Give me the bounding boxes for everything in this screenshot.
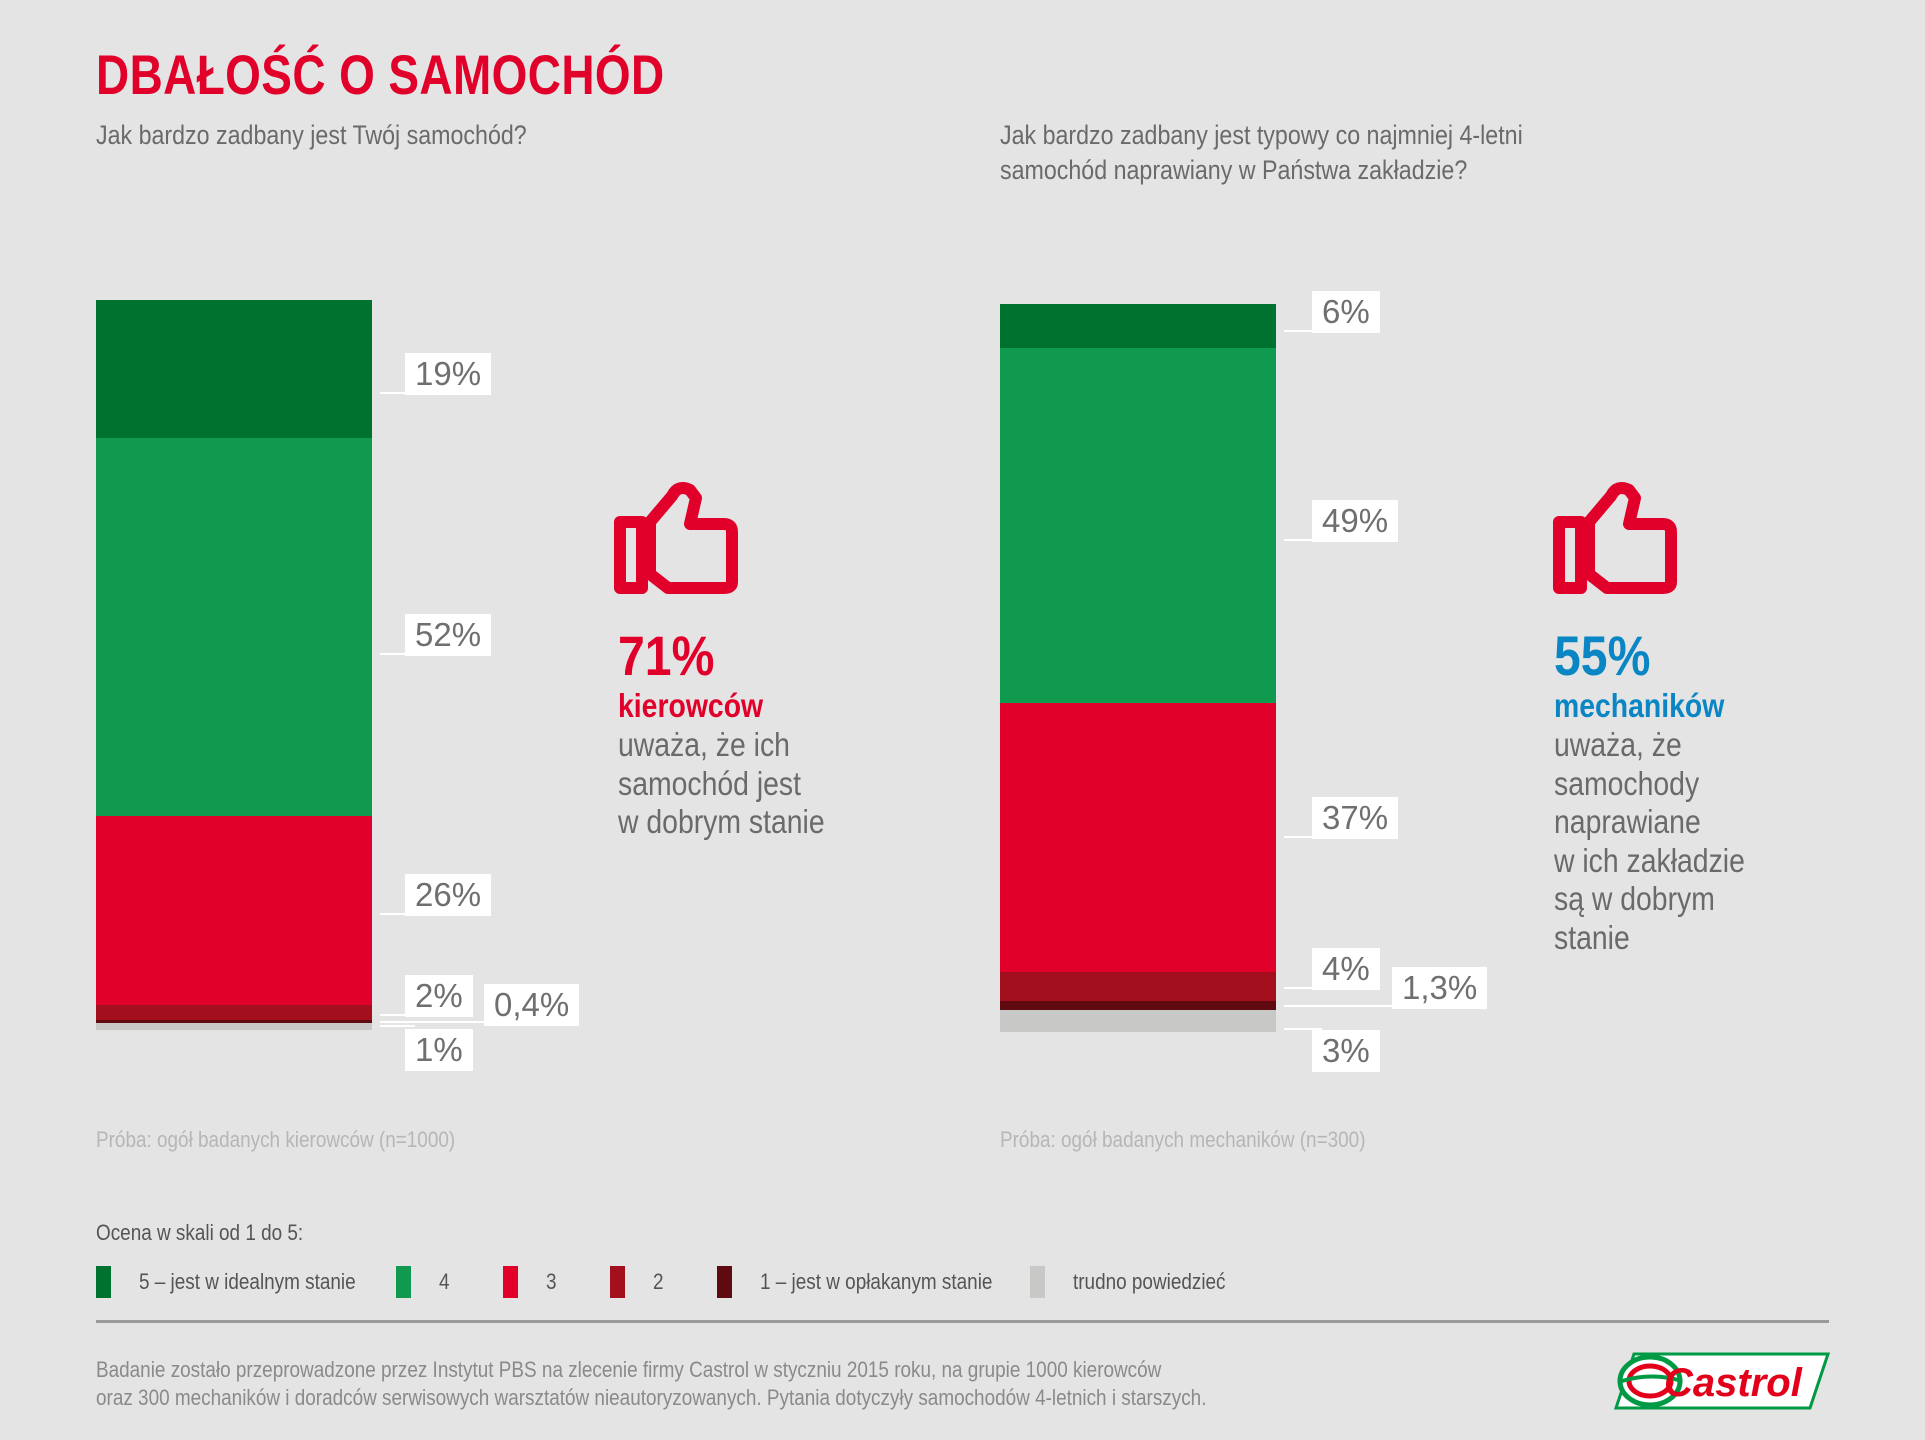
callout-line: w ich zakładzie (1554, 841, 1745, 879)
bar-segment-unknown (1000, 1010, 1276, 1032)
sample-note-drivers: Próba: ogół badanych kierowców (n=1000) (96, 1127, 456, 1152)
label-connector (380, 653, 415, 655)
bar-segment-rating5 (1000, 304, 1276, 348)
legend-swatch (610, 1266, 625, 1298)
data-label: 3% (1312, 1030, 1380, 1072)
legend-item-rating2: 2 (610, 1266, 665, 1298)
callout-line: są w dobrym (1554, 880, 1715, 917)
bar-segment-rating5 (96, 300, 372, 439)
data-label: 37% (1312, 797, 1399, 839)
label-connector (1284, 1005, 1402, 1007)
legend-title: Ocena w skali od 1 do 5: (96, 1220, 304, 1245)
page-title: DBAŁOŚĆ O SAMOCHÓD (96, 43, 665, 106)
legend-label: 2 (653, 1269, 664, 1294)
castrol-logo-icon: Castrol (1613, 1352, 1831, 1410)
data-label: 1% (405, 1029, 473, 1071)
question-mechanics: Jak bardzo zadbany jest typowy co najmni… (1000, 118, 1523, 188)
callout-line: samochód jest (618, 764, 801, 802)
data-label: 0,4% (484, 984, 580, 1026)
data-label: 2% (405, 975, 473, 1017)
legend-swatch (396, 1266, 411, 1298)
callout-drivers: 71% kierowców uważa, że ich samochód jes… (618, 626, 825, 842)
legend-item-rating3: 3 (503, 1266, 558, 1298)
label-connector (380, 392, 415, 394)
bar-segment-rating3 (1000, 703, 1276, 972)
legend-swatch (96, 1266, 111, 1298)
bar-segment-rating4 (1000, 347, 1276, 704)
footnote-line: oraz 300 mechaników i doradców serwisowy… (96, 1385, 1207, 1410)
callout-group: mechaników (1554, 687, 1725, 724)
legend-item-rating1: 1 – jest w opłakanym stanie (717, 1266, 1030, 1298)
logo-text: Castrol (1664, 1361, 1803, 1405)
data-label: 49% (1312, 500, 1399, 542)
legend-label: 5 – jest w idealnym stanie (139, 1269, 356, 1294)
legend-label: 1 – jest w opłakanym stanie (760, 1269, 993, 1294)
callout-line: uważa, że ich (618, 726, 790, 763)
question-drivers: Jak bardzo zadbany jest Twój samochód? (96, 118, 527, 153)
callout-mechanics: 55% mechaników uważa, że samochody napra… (1554, 626, 1745, 957)
question-line: Jak bardzo zadbany jest typowy co najmni… (1000, 120, 1523, 150)
label-connector (1284, 330, 1322, 332)
legend-swatch (1030, 1266, 1045, 1298)
footnote-line: Badanie zostało przeprowadzone przez Ins… (96, 1357, 1162, 1382)
label-connector (380, 1014, 415, 1016)
thumbs-up-icon (1551, 478, 1683, 598)
callout-line: stanie (1554, 918, 1630, 956)
data-label: 19% (405, 353, 492, 395)
label-connector (1284, 1028, 1322, 1030)
data-label: 1,3% (1392, 967, 1488, 1009)
castrol-logo: Castrol (1612, 1352, 1831, 1410)
data-label: 26% (405, 874, 492, 916)
question-line: Jak bardzo zadbany jest Twój samochód? (96, 120, 527, 150)
data-label: 4% (1312, 948, 1380, 990)
bar-segment-rating1 (96, 1019, 372, 1023)
bar-segment-rating4 (96, 438, 372, 817)
legend-item-rating5: 5 – jest w idealnym stanie (96, 1266, 391, 1298)
question-line: samochód naprawiany w Państwa zakładzie? (1000, 155, 1468, 185)
label-connector (1284, 987, 1322, 989)
callout-percent: 71% (618, 624, 715, 687)
bar-segment-rating3 (96, 816, 372, 1006)
callout-line: samochody (1554, 764, 1700, 802)
label-connector (1284, 539, 1322, 541)
legend-item-unknown: trudno powiedzieć (1030, 1266, 1250, 1298)
label-connector (380, 1025, 415, 1027)
legend-item-rating4: 4 (396, 1266, 451, 1298)
label-connector (380, 913, 415, 915)
callout-percent: 55% (1554, 624, 1651, 687)
legend-swatch (717, 1266, 732, 1298)
thumbs-up-icon (612, 478, 744, 598)
bar-segment-rating1 (1000, 1000, 1276, 1011)
divider (96, 1320, 1829, 1323)
bar-segment-rating2 (96, 1005, 372, 1020)
callout-line: naprawiane (1554, 803, 1701, 840)
callout-group: kierowców (618, 687, 764, 724)
legend-label: 4 (439, 1269, 450, 1294)
callout-line: uważa, że (1554, 726, 1682, 763)
label-connector (380, 1021, 494, 1023)
data-label: 52% (405, 614, 492, 656)
bar-segment-unknown (96, 1022, 372, 1030)
data-label: 6% (1312, 291, 1380, 333)
bar-segment-rating2 (1000, 971, 1276, 1001)
sample-note-mechanics: Próba: ogół badanych mechaników (n=300) (1000, 1127, 1366, 1152)
legend-label: 3 (546, 1269, 557, 1294)
legend-label: trudno powiedzieć (1073, 1269, 1226, 1294)
footnote: Badanie zostało przeprowadzone przez Ins… (96, 1356, 1206, 1412)
label-connector (1284, 836, 1322, 838)
legend-swatch (503, 1266, 518, 1298)
callout-line: w dobrym stanie (618, 803, 825, 840)
